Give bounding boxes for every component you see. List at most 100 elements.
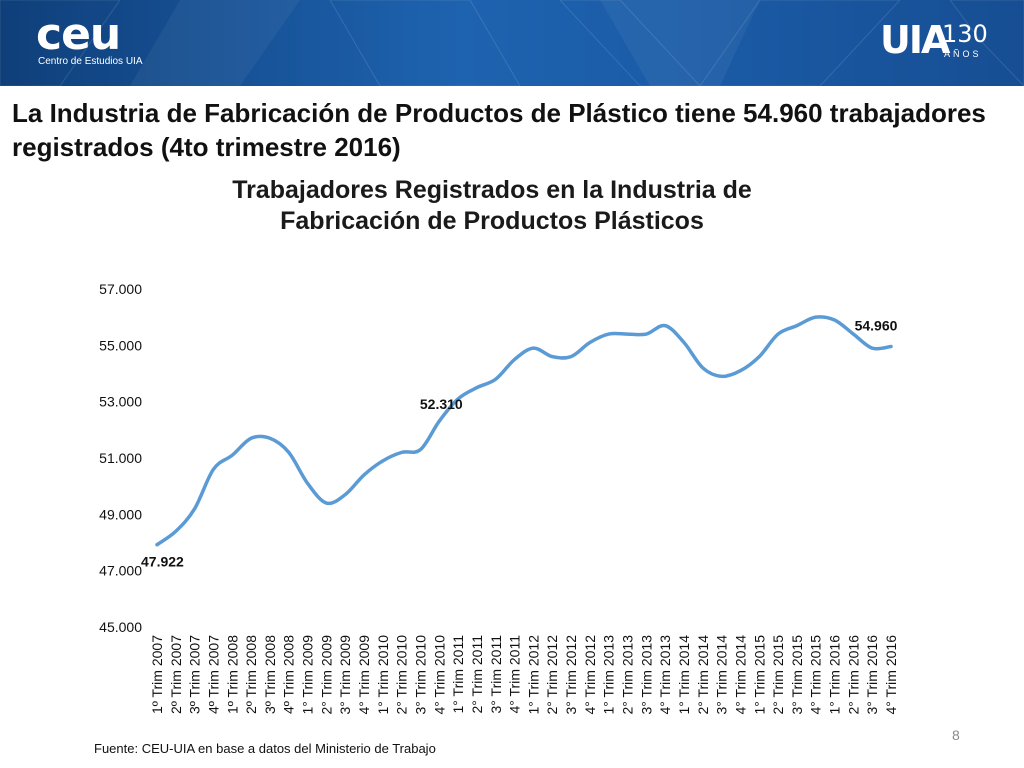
header-banner: ceu Centro de Estudios UIA UIA 130 AÑOS (0, 0, 1024, 86)
data-point (343, 493, 347, 497)
data-point (400, 450, 404, 454)
data-point (513, 357, 517, 361)
y-tick-label: 47.000 (99, 563, 142, 579)
x-tick-label: 1º Trim 2007 (149, 635, 165, 714)
data-point (663, 324, 667, 328)
y-tick-label: 53.000 (99, 394, 142, 410)
x-tick-label: 2° Trim 2012 (544, 635, 560, 715)
ceu-logo-subtitle: Centro de Estudios UIA (38, 56, 143, 67)
data-point (381, 459, 385, 463)
ceu-logo: ceu Centro de Estudios UIA (36, 9, 143, 68)
x-tick-label: 3° Trim 2012 (563, 635, 579, 715)
x-tick-label: 4° Trim 2012 (582, 635, 598, 715)
data-point (306, 481, 310, 485)
x-tick-label: 3º Trim 2008 (262, 635, 278, 714)
data-point (531, 346, 535, 350)
y-tick-label: 45.000 (99, 619, 142, 635)
data-point (155, 543, 159, 547)
y-tick-label: 51.000 (99, 450, 142, 466)
data-point (550, 355, 554, 359)
data-label: 52.310 (420, 396, 463, 412)
data-point (833, 318, 837, 322)
data-point (494, 377, 498, 381)
data-point (889, 344, 893, 348)
x-tick-label: 2° Trim 2010 (394, 635, 410, 715)
data-point (287, 450, 291, 454)
uia-logo: UIA 130 AÑOS (880, 18, 988, 62)
x-tick-label: 1° Trim 2011 (450, 635, 466, 714)
banner-pattern (0, 0, 1024, 86)
x-tick-label: 4° Trim 2015 (808, 635, 824, 715)
x-tick-label: 4° Trim 2014 (732, 635, 748, 715)
source-note: Fuente: CEU-UIA en base a datos del Mini… (94, 741, 436, 756)
x-tick-label: 1° Trim 2013 (601, 635, 617, 715)
x-tick-label: 3° Trim 2015 (789, 635, 805, 715)
data-point (682, 341, 686, 345)
y-tick-label: 57.000 (99, 281, 142, 297)
data-point (814, 315, 818, 319)
data-point (249, 436, 253, 440)
x-tick-label: 3° Trim 2011 (488, 635, 504, 714)
x-tick-label: 1º Trim 2008 (224, 635, 240, 714)
series-line (155, 315, 893, 547)
x-tick-label: 1° Trim 2015 (751, 635, 767, 715)
data-point (870, 346, 874, 350)
x-tick-label: 4º Trim 2008 (281, 635, 297, 714)
data-point (720, 374, 724, 378)
x-tick-label: 4º Trim 2007 (205, 635, 221, 714)
data-point (795, 324, 799, 328)
data-point (644, 332, 648, 336)
data-point (324, 501, 328, 505)
x-tick-label: 2° Trim 2011 (469, 635, 485, 714)
x-tick-label: 3° Trim 2014 (714, 635, 730, 715)
data-label: 54.960 (855, 317, 898, 333)
x-tick-label: 2º Trim 2008 (243, 635, 259, 714)
x-tick-label: 1° Trim 2009 (300, 635, 316, 715)
uia-anniversary-label: AÑOS (944, 49, 982, 59)
ceu-logo-text: ceu (36, 9, 121, 60)
x-tick-label: 4° Trim 2016 (883, 635, 899, 715)
x-tick-label: 3° Trim 2010 (412, 635, 428, 715)
chart-title: Trabajadores Registrados en la Industria… (232, 176, 752, 235)
x-tick-label: 2° Trim 2014 (695, 635, 711, 715)
data-point (607, 332, 611, 336)
x-tick-label: 1° Trim 2010 (375, 635, 391, 715)
data-point (418, 448, 422, 452)
x-tick-label: 1° Trim 2016 (827, 635, 843, 715)
x-tick-label: 1° Trim 2014 (676, 635, 692, 715)
data-point (268, 436, 272, 440)
x-tick-label: 4° Trim 2009 (356, 635, 372, 715)
data-point (362, 473, 366, 477)
data-point (174, 529, 178, 533)
y-tick-label: 55.000 (99, 337, 142, 353)
y-tick-label: 49.000 (99, 506, 142, 522)
data-point (193, 507, 197, 511)
x-tick-label: 3° Trim 2016 (864, 635, 880, 715)
x-tick-label: 4° Trim 2010 (431, 635, 447, 715)
x-tick-label: 4° Trim 2013 (657, 635, 673, 715)
data-point (738, 369, 742, 373)
data-point (569, 355, 573, 359)
data-point (437, 419, 441, 423)
data-point (588, 341, 592, 345)
data-point (475, 386, 479, 390)
x-tick-label: 4° Trim 2011 (507, 635, 523, 714)
x-tick-label: 3º Trim 2007 (187, 635, 203, 714)
uia-logo-text: UIA (880, 18, 950, 62)
x-tick-label: 2° Trim 2015 (770, 635, 786, 715)
x-tick-label: 2º Trim 2007 (168, 635, 184, 714)
x-tick-label: 3° Trim 2013 (638, 635, 654, 715)
x-tick-label: 2° Trim 2013 (620, 635, 636, 715)
data-point (230, 453, 234, 457)
uia-anniversary-number: 130 (942, 20, 988, 48)
data-point (701, 366, 705, 370)
data-point (211, 467, 215, 471)
x-tick-label: 2° Trim 2016 (845, 635, 861, 715)
data-label: 47.922 (141, 554, 184, 570)
x-tick-label: 1° Trim 2012 (525, 635, 541, 715)
data-point (776, 332, 780, 336)
x-tick-label: 2° Trim 2009 (318, 635, 334, 715)
x-tick-label: 3° Trim 2009 (337, 635, 353, 715)
page-number: 8 (952, 727, 960, 743)
